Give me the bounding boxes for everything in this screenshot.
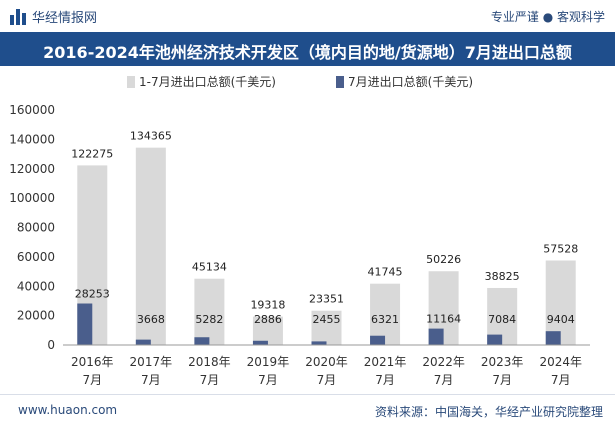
- bar-series-1: [252, 316, 283, 345]
- chart-title: 2016-2024年池州经济技术开发区（境内目的地/货源地）7月进出口总额: [43, 43, 572, 62]
- title-bar: 2016-2024年池州经济技术开发区（境内目的地/货源地）7月进出口总额: [0, 32, 615, 66]
- x-tick-label-year: 2022年: [422, 355, 465, 369]
- bar-series-2: [370, 335, 386, 345]
- bar-series-1: [135, 147, 166, 345]
- x-tick-label-year: 2017年: [130, 355, 173, 369]
- x-tick-label-month: 7月: [82, 373, 102, 387]
- bar-series-2: [428, 328, 444, 345]
- y-tick-label: 80000: [17, 221, 55, 235]
- x-tick-label-month: 7月: [492, 373, 512, 387]
- x-axis: 2016年 7月 2017年 7月 2018年 7月 2019年 7月 2020年 7月 2021年…: [63, 344, 590, 387]
- data-label-series-2: 2455: [313, 313, 341, 326]
- bar-series-1: [194, 278, 225, 345]
- bar-series-2: [311, 341, 327, 345]
- x-tick-label-month: 7月: [317, 373, 337, 387]
- x-tick-label-year: 2024年: [539, 355, 582, 369]
- bar-series-2: [135, 339, 151, 345]
- data-label-series-2: 2886: [254, 313, 282, 326]
- x-tick-label-month: 7月: [551, 373, 571, 387]
- data-label-series-1: 134365: [130, 130, 172, 143]
- x-tick-label-year: 2020年: [305, 355, 348, 369]
- x-tick-label-month: 7月: [434, 373, 454, 387]
- legend-swatch-series-1: [127, 76, 135, 88]
- x-tick-label-year: 2019年: [247, 355, 290, 369]
- y-tick-label: 160000: [9, 103, 55, 117]
- legend-swatch-series-2: [336, 76, 344, 88]
- data-label-series-2: 9404: [547, 313, 575, 326]
- y-tick-label: 0: [47, 338, 55, 352]
- y-tick-label: 20000: [17, 309, 55, 323]
- bar-series-2: [545, 331, 561, 345]
- y-tick-label: 140000: [9, 132, 55, 146]
- data-label-series-2: 6321: [371, 313, 399, 326]
- data-label-series-1: 122275: [71, 147, 113, 160]
- y-tick-label: 100000: [9, 191, 55, 205]
- x-tick-label-year: 2016年: [71, 355, 114, 369]
- data-label-series-2: 28253: [75, 288, 110, 301]
- bar-series-2: [77, 303, 93, 345]
- x-tick-label-month: 7月: [141, 373, 161, 387]
- data-label-series-1: 23351: [309, 293, 344, 306]
- data-label-series-1: 45134: [192, 261, 227, 274]
- legend-label-series-2: 7月进出口总额(千美元): [348, 75, 473, 89]
- bar-series-2: [487, 334, 503, 345]
- brand-logo-icon: [10, 8, 26, 25]
- x-tick-label-month: 7月: [375, 373, 395, 387]
- x-tick-label-year: 2023年: [481, 355, 524, 369]
- footer-source: 资料来源：中国海关，华经产业研究院整理: [374, 405, 603, 419]
- y-tick-label: 60000: [17, 250, 55, 264]
- legend-label-series-1: 1-7月进出口总额(千美元): [139, 75, 276, 89]
- top-bar: 华经情报网 专业严谨 ● 客观科学: [0, 0, 615, 32]
- data-label-series-1: 41745: [368, 266, 403, 279]
- x-tick-label-year: 2018年: [188, 355, 231, 369]
- data-label-series-2: 3668: [137, 313, 165, 326]
- bar-series-1: [311, 310, 342, 345]
- data-label-series-1: 19318: [250, 299, 285, 312]
- y-axis: 0 20000 40000 60000 80000 100000 120000 140000 1…: [9, 103, 55, 352]
- brand-name: 华经情报网: [32, 11, 98, 26]
- data-label-series-2: 5282: [195, 313, 223, 326]
- legend: 1-7月进出口总额(千美元) 7月进出口总额(千美元): [127, 75, 473, 89]
- y-tick-label: 40000: [17, 279, 55, 293]
- x-tick-label-year: 2021年: [364, 355, 407, 369]
- bar-series-2: [252, 340, 268, 345]
- x-tick-label-month: 7月: [200, 373, 220, 387]
- data-label-series-1: 38825: [485, 270, 520, 283]
- data-label-series-1: 50226: [426, 253, 461, 266]
- tagline: 专业严谨 ● 客观科学: [490, 10, 605, 24]
- bar-series-1: [370, 283, 401, 345]
- bar-series-1: [545, 260, 576, 345]
- y-tick-label: 120000: [9, 162, 55, 176]
- footer: www.huaon.com 资料来源：中国海关，华经产业研究院整理: [0, 394, 615, 428]
- x-tick-label-month: 7月: [258, 373, 278, 387]
- data-label-series-2: 11164: [426, 313, 461, 326]
- data-label-series-2: 7084: [488, 313, 516, 326]
- brand: 华经情报网: [10, 7, 97, 26]
- footer-url: www.huaon.com: [18, 403, 118, 417]
- bar-series-2: [194, 337, 210, 345]
- data-label-series-1: 57528: [543, 243, 578, 256]
